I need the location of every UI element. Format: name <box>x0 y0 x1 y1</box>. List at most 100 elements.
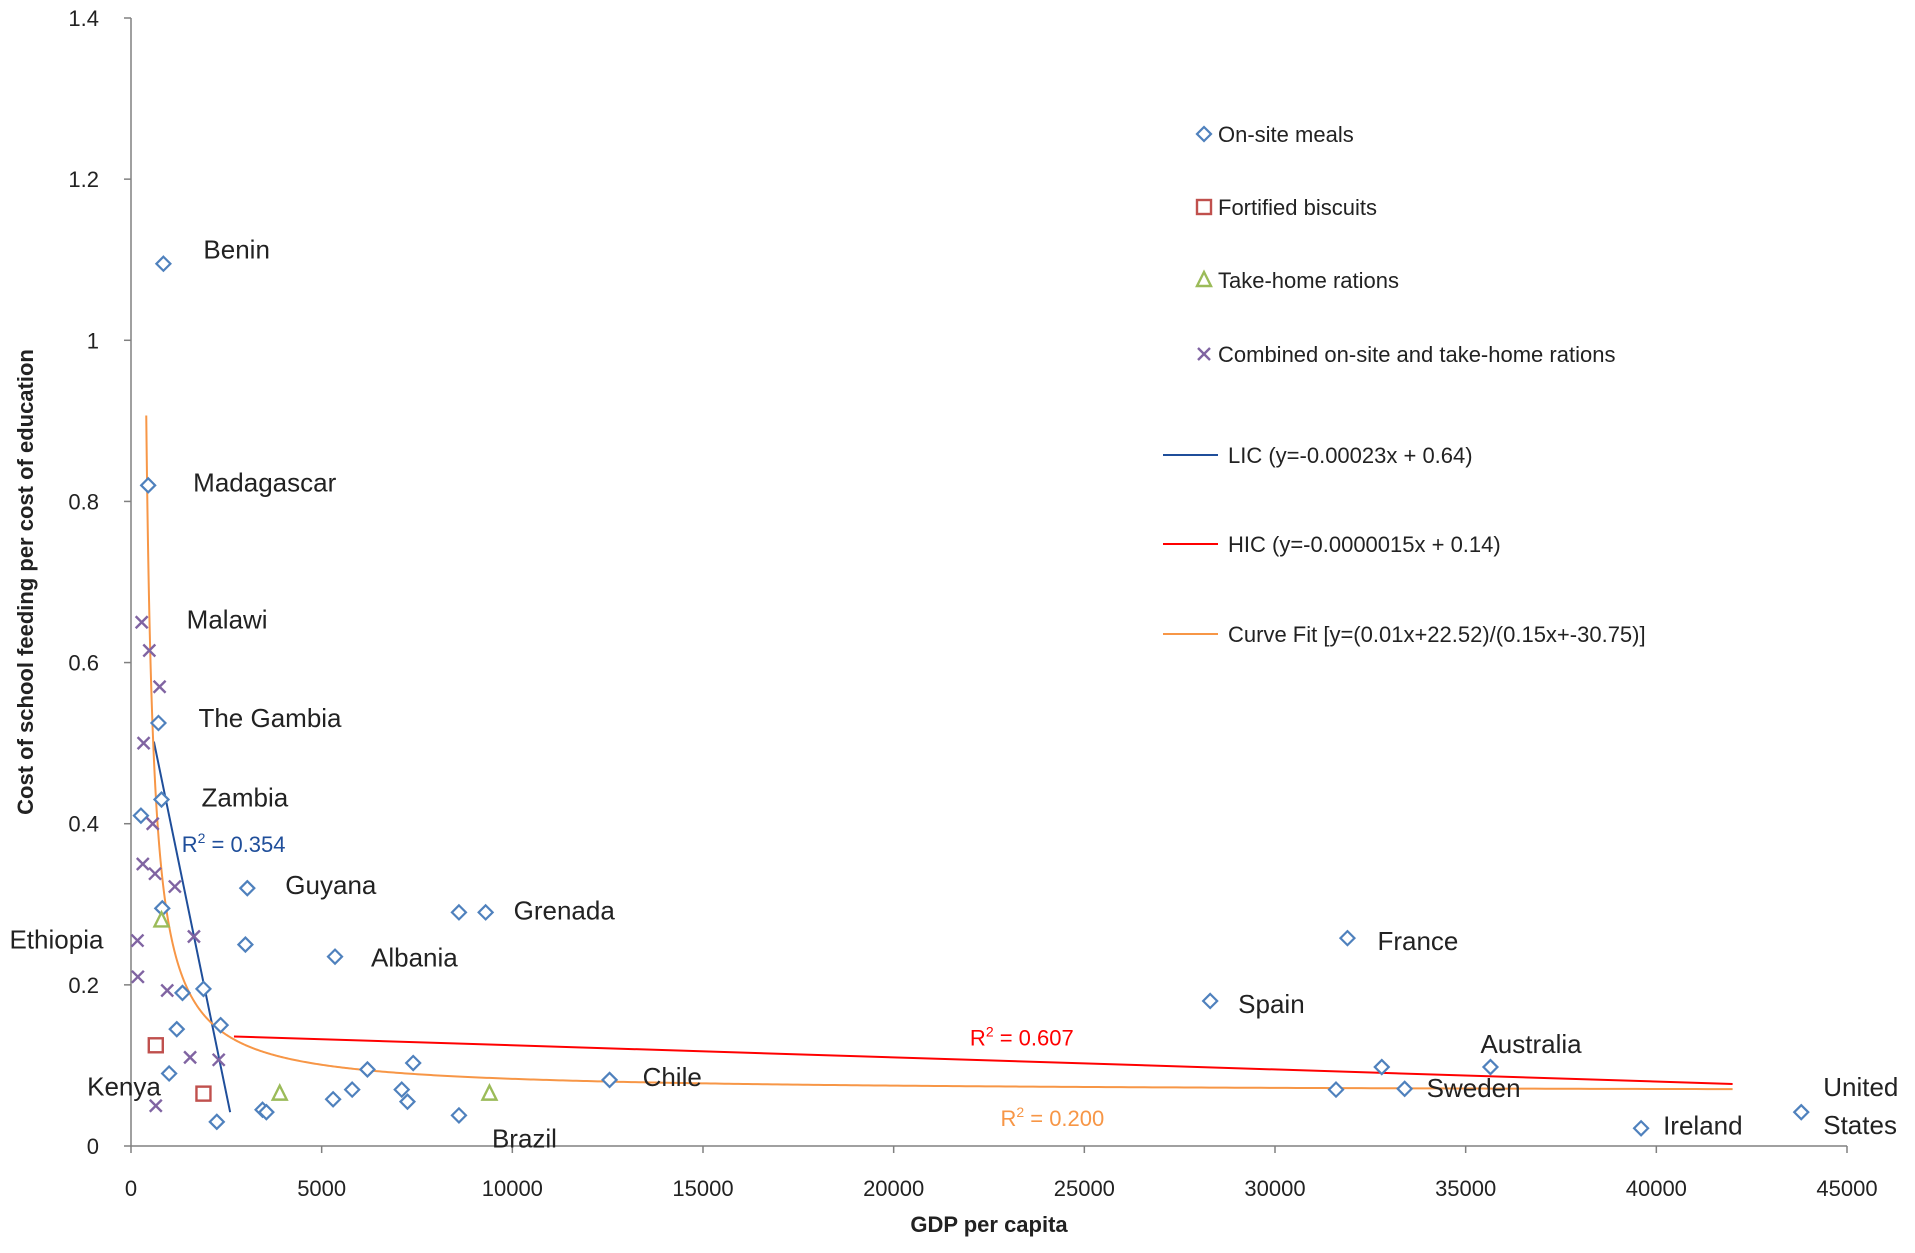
x-point <box>152 679 167 694</box>
triangle-point <box>480 1082 499 1101</box>
diamond-point <box>139 476 157 494</box>
diamond-point <box>477 903 495 921</box>
legend-diamond-marker <box>1195 125 1213 143</box>
diamond-point <box>236 936 254 954</box>
x-tick-label: 15000 <box>672 1176 733 1201</box>
country-label: Brazil <box>492 1123 557 1153</box>
diamond-point <box>1396 1080 1414 1098</box>
triangle-point <box>152 909 171 928</box>
diamond-point <box>1201 992 1219 1010</box>
country-label: Sweden <box>1427 1073 1521 1103</box>
square-point <box>147 1037 164 1054</box>
country-label: Spain <box>1238 989 1305 1019</box>
x-tick-label: 45000 <box>1816 1176 1877 1201</box>
diamond-point <box>173 984 192 1002</box>
diamond-point <box>168 1020 186 1038</box>
legend-x-marker <box>1197 347 1211 361</box>
x-point <box>145 816 160 831</box>
x-tick-label: 40000 <box>1626 1176 1687 1201</box>
r-squared-label: R2 = 0.200 <box>1000 1104 1104 1131</box>
point-labels: Benin Madagascar Malawi The Gambia Zambia Guy… <box>9 235 1898 1154</box>
diamond-point <box>358 1060 376 1079</box>
r-squared-label: R2 = 0.607 <box>970 1023 1074 1050</box>
country-label: Benin <box>203 235 270 265</box>
x-tick-label: 20000 <box>863 1176 924 1201</box>
legend-item-label: Curve Fit [y=(0.01x+22.52)/(0.15x+-30.75… <box>1228 622 1646 647</box>
diamond-point <box>152 790 171 809</box>
y-tick-label: 1.4 <box>68 6 99 31</box>
legend-square-marker <box>1195 198 1213 216</box>
trendline-0 <box>152 741 232 1113</box>
x-tick-label: 35000 <box>1435 1176 1496 1201</box>
x-point <box>187 929 201 944</box>
y-tick-label: 0.8 <box>68 489 99 514</box>
x-point <box>183 1050 197 1065</box>
y-tick-label: 0 <box>87 1134 99 1159</box>
x-tick-label: 30000 <box>1244 1176 1305 1201</box>
diamond-point <box>450 1106 468 1124</box>
country-label: Australia <box>1480 1029 1582 1059</box>
country-label: Madagascar <box>193 467 336 497</box>
country-label: Zambia <box>202 783 289 813</box>
diamond-point <box>160 1064 178 1083</box>
diamond-point <box>324 1090 342 1108</box>
diamond-point <box>1327 1081 1345 1099</box>
y-tick-label: 1.2 <box>68 167 99 192</box>
diamond-point <box>398 1093 417 1111</box>
diamond-point <box>238 879 256 897</box>
r-squared-label: R2 = 0.354 <box>182 830 286 857</box>
y-tick-label: 0.2 <box>68 973 99 998</box>
x-point <box>211 1052 226 1067</box>
x-point <box>131 969 145 984</box>
x-point <box>136 736 151 750</box>
country-label: Chile <box>643 1062 702 1092</box>
legend-triangle-marker <box>1195 269 1213 288</box>
country-label: Ethiopia <box>9 925 103 955</box>
x-point <box>135 857 150 871</box>
legend: On-site meals Fortified biscuits Take-home… <box>1163 122 1646 647</box>
square-point <box>195 1085 212 1102</box>
x-point <box>142 643 157 658</box>
diamond-point <box>1373 1058 1391 1076</box>
legend-item-label: Fortified biscuits <box>1218 195 1377 220</box>
diamond-point <box>1632 1119 1650 1137</box>
legend-item-label: LIC (y=-0.00023x + 0.64) <box>1228 443 1473 468</box>
country-label: Kenya <box>87 1071 161 1101</box>
legend-item-label: HIC (y=-0.0000015x + 0.14) <box>1228 532 1501 557</box>
x-axis-title: GDP per capita <box>910 1212 1068 1237</box>
country-label: The Gambia <box>198 703 342 733</box>
trendline-1 <box>233 1035 1733 1085</box>
country-label: France <box>1377 926 1458 956</box>
x-point <box>130 933 145 948</box>
trendlines: R2 = 0.354 R2 = 0.607 R2 = 0.200 <box>145 415 1733 1131</box>
diamond-point <box>154 255 172 273</box>
diamond-point <box>1338 929 1357 947</box>
diamond-point <box>132 807 150 825</box>
x-point <box>160 983 175 998</box>
x-tick-label: 10000 <box>482 1176 543 1201</box>
diamond-point <box>450 903 468 921</box>
country-label: States <box>1823 1110 1897 1140</box>
y-axis-title: Cost of school feeding per cost of educa… <box>13 349 38 815</box>
triangle-point <box>270 1082 289 1101</box>
y-tick-label: 0.6 <box>68 651 99 676</box>
diamond-point <box>343 1081 361 1099</box>
diamond-point <box>212 1016 230 1034</box>
country-label: Ireland <box>1663 1110 1743 1140</box>
legend-item-label: Combined on-site and take-home rations <box>1218 342 1615 367</box>
diamond-point <box>404 1054 422 1072</box>
diamond-point <box>194 980 213 998</box>
tick-labels: 0 5000 10000 15000 20000 25000 30000 35000 40000… <box>68 6 1877 1201</box>
diamond-point <box>208 1113 226 1131</box>
diamond-point <box>326 948 344 966</box>
x-tick-label: 0 <box>125 1176 137 1201</box>
axes <box>130 18 1847 1147</box>
diamond-point <box>393 1081 411 1099</box>
legend-item-label: On-site meals <box>1218 122 1354 147</box>
diamond-point <box>1481 1058 1500 1076</box>
x-tick-label: 25000 <box>1054 1176 1115 1201</box>
country-label: Guyana <box>285 870 377 900</box>
legend-item-label: Take-home rations <box>1218 268 1399 293</box>
